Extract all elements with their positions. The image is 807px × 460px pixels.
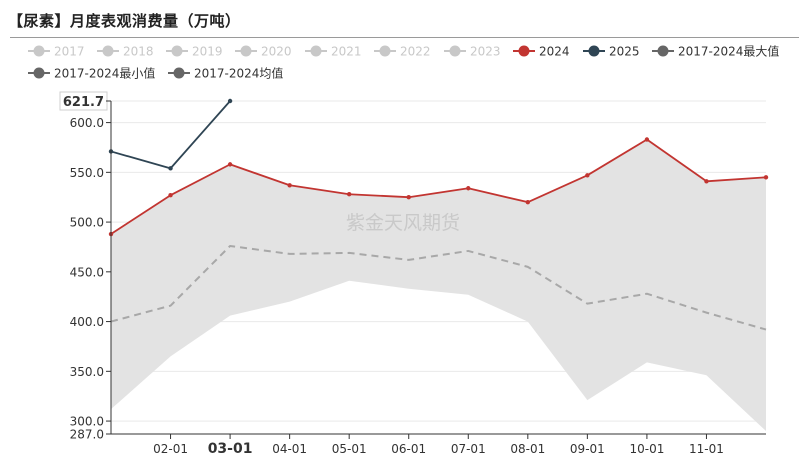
series-line bbox=[110, 138, 767, 235]
title-divider bbox=[10, 37, 799, 38]
series-point bbox=[525, 199, 531, 205]
watermark: 紫金天风期货 bbox=[346, 212, 460, 234]
legend-label: 2019 bbox=[192, 45, 223, 59]
legend-item-2023[interactable]: 2023 bbox=[444, 45, 501, 59]
x-tick-label: 05-01 bbox=[332, 442, 367, 456]
y-max-label: 621.7 bbox=[63, 95, 104, 110]
x-tick-label: 08-01 bbox=[510, 442, 545, 456]
x-tick-label: 06-01 bbox=[391, 442, 426, 456]
y-tick-label: 550.0 bbox=[70, 166, 104, 180]
x-tick-label: 04-01 bbox=[272, 442, 307, 456]
legend-label: 2021 bbox=[331, 45, 362, 59]
y-max-highlight: 621.7 bbox=[59, 91, 108, 111]
legend-item-2017-2024均值[interactable]: 2017-2024均值 bbox=[168, 66, 283, 81]
series-line bbox=[110, 100, 231, 170]
axes: 300.0 350.0 400.0 450.0 500.0 550.0 600.0 287.0… bbox=[59, 91, 766, 457]
series-2025 bbox=[108, 98, 233, 171]
series-point bbox=[466, 186, 471, 191]
legend-item-2020[interactable]: 2020 bbox=[235, 45, 292, 59]
legend-label: 2017 bbox=[54, 45, 85, 59]
legend-item-2017[interactable]: 2017 bbox=[28, 45, 85, 59]
series-point bbox=[644, 137, 650, 142]
series-point bbox=[168, 193, 173, 198]
legend-dot-icon bbox=[518, 45, 530, 57]
series-2024 bbox=[108, 137, 769, 237]
series-point bbox=[763, 175, 769, 180]
x-tick-label: 07-01 bbox=[451, 442, 486, 456]
legend-dot-icon bbox=[171, 45, 183, 57]
y-tick-label: 287.0 bbox=[70, 428, 104, 442]
legend-label: 2017-2024最小值 bbox=[54, 66, 155, 81]
legend: 2017 2018 2019 2020 2021 2022 2023 2024 2025 2017… bbox=[28, 44, 779, 81]
legend-dot-icon bbox=[379, 45, 391, 57]
legend-label: 2017-2024最大值 bbox=[678, 44, 779, 59]
legend-item-2017-2024最小值[interactable]: 2017-2024最小值 bbox=[28, 66, 155, 81]
band-area bbox=[111, 139, 766, 432]
y-tick-label: 300.0 bbox=[70, 415, 104, 429]
legend-label: 2023 bbox=[470, 45, 501, 59]
legend-label: 2020 bbox=[261, 45, 292, 59]
legend-item-2021[interactable]: 2021 bbox=[305, 45, 362, 59]
series-point bbox=[227, 98, 233, 104]
legend-label: 2022 bbox=[400, 45, 431, 59]
y-tick-label: 400.0 bbox=[70, 315, 104, 329]
x-tick-label: 02-01 bbox=[153, 442, 188, 456]
legend-label: 2025 bbox=[609, 45, 640, 59]
series-point bbox=[406, 195, 411, 200]
legend-label: 2018 bbox=[123, 45, 154, 59]
series-point bbox=[227, 162, 233, 167]
legend-item-2025[interactable]: 2025 bbox=[583, 45, 640, 59]
y-tick-label: 600.0 bbox=[70, 116, 104, 130]
legend-dot-icon bbox=[449, 45, 461, 57]
series-point bbox=[168, 166, 173, 171]
x-tick-label: 10-01 bbox=[629, 442, 664, 456]
legend-dot-icon bbox=[657, 45, 669, 57]
series-line bbox=[110, 244, 767, 331]
min-max-band bbox=[111, 139, 766, 432]
legend-label: 2024 bbox=[539, 45, 570, 59]
series-point bbox=[704, 179, 709, 184]
y-tick-label: 350.0 bbox=[70, 365, 104, 379]
chart-title: 【尿素】月度表观消费量（万吨） bbox=[8, 12, 241, 30]
y-tick-label: 500.0 bbox=[70, 216, 104, 230]
legend-item-2018[interactable]: 2018 bbox=[97, 45, 154, 59]
legend-label: 2017-2024均值 bbox=[194, 66, 283, 81]
legend-dot-icon bbox=[310, 45, 322, 57]
x-tick-label: 11-01 bbox=[689, 442, 724, 456]
legend-dot-icon bbox=[102, 45, 114, 57]
legend-item-2019[interactable]: 2019 bbox=[166, 45, 223, 59]
legend-dot-icon bbox=[588, 45, 600, 57]
legend-dot-icon bbox=[173, 67, 185, 79]
series-point bbox=[585, 173, 590, 178]
series-2017-2024均值 bbox=[110, 244, 767, 331]
legend-dot-icon bbox=[33, 45, 45, 57]
legend-item-2024[interactable]: 2024 bbox=[513, 45, 570, 59]
y-tick-label: 450.0 bbox=[70, 265, 104, 279]
legend-item-2017-2024最大值[interactable]: 2017-2024最大值 bbox=[652, 44, 779, 59]
x-tick-label: 03-01 bbox=[208, 441, 253, 457]
legend-item-2022[interactable]: 2022 bbox=[374, 45, 431, 59]
series-layer bbox=[108, 98, 769, 331]
legend-dot-icon bbox=[240, 45, 252, 57]
series-point bbox=[287, 183, 292, 188]
x-tick-label: 09-01 bbox=[570, 442, 605, 456]
series-point bbox=[346, 192, 352, 197]
legend-dot-icon bbox=[33, 67, 45, 79]
